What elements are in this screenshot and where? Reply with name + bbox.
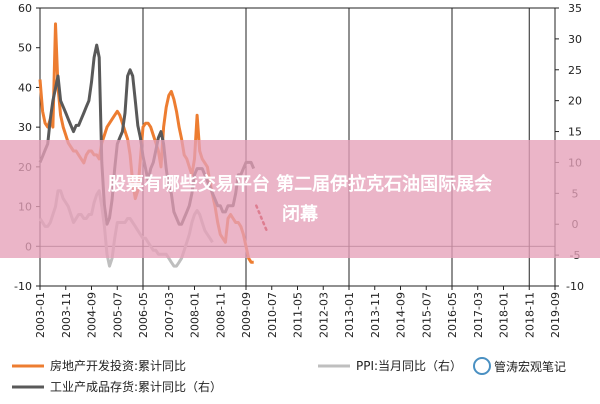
right-axis-tick-label: 35 [568, 2, 582, 15]
right-axis-tick-label: 15 [568, 126, 582, 139]
x-axis-tick-label: 2017-03 [472, 292, 485, 338]
x-axis-tick-label: 2003-11 [60, 292, 73, 338]
legend-label-2: 工业产成品存货:累计同比（右） [50, 379, 222, 394]
x-axis-tick-label: 2003-01 [34, 292, 47, 338]
watermark-logo-icon [473, 357, 491, 375]
x-axis-tick-label: 2004-09 [86, 292, 99, 338]
left-axis-tick-label: 60 [18, 2, 32, 15]
banner-overlay [0, 140, 600, 258]
x-axis-tick-label: 2013-01 [343, 292, 356, 338]
legend-label-1: PPI:当月同比（右） [356, 358, 462, 373]
x-axis-tick-label: 2009-09 [240, 292, 253, 338]
x-axis-tick-label: 2019-09 [549, 292, 562, 338]
right-axis-tick-label: -10 [566, 280, 584, 293]
x-axis-tick-label: 2015-07 [420, 292, 433, 338]
x-axis-tick-label: 2018-01 [498, 292, 511, 338]
x-axis-tick-label: 2008-11 [214, 292, 227, 338]
x-axis-tick-label: 2010-07 [266, 292, 279, 338]
x-axis-tick-label: 2005-07 [111, 292, 124, 338]
left-axis-tick-label: 30 [18, 121, 32, 134]
x-axis-tick-label: 2014-09 [395, 292, 408, 338]
left-axis-tick-label: -10 [14, 280, 32, 293]
watermark: 管涛宏观笔记 [473, 357, 566, 375]
watermark-text: 管涛宏观笔记 [494, 359, 566, 374]
x-axis-tick-label: 2012-03 [317, 292, 330, 338]
left-axis-tick-label: 50 [18, 42, 32, 55]
x-axis-tick-label: 2006-05 [137, 292, 150, 338]
right-axis-tick-label: 30 [568, 33, 582, 46]
banner-line-2: 闭幕 [282, 203, 319, 225]
x-axis-tick-label: 2013-11 [369, 292, 382, 338]
right-axis-tick-label: 20 [568, 95, 582, 108]
right-axis-tick-label: 25 [568, 64, 582, 77]
legend-label-0: 房地产开发投资:累计同比 [50, 358, 186, 373]
banner-line-1: 股票有哪些交易平台 第二届伊拉克石油国际展会 [107, 173, 492, 195]
left-axis-tick-label: 40 [18, 81, 32, 94]
x-axis-tick-label: 2008-01 [189, 292, 202, 338]
x-axis-tick-label: 2018-11 [523, 292, 536, 338]
x-axis-tick-label: 2007-03 [163, 292, 176, 338]
x-axis-tick-label: 2011-05 [292, 292, 305, 338]
x-axis-tick-label: 2016-05 [446, 292, 459, 338]
